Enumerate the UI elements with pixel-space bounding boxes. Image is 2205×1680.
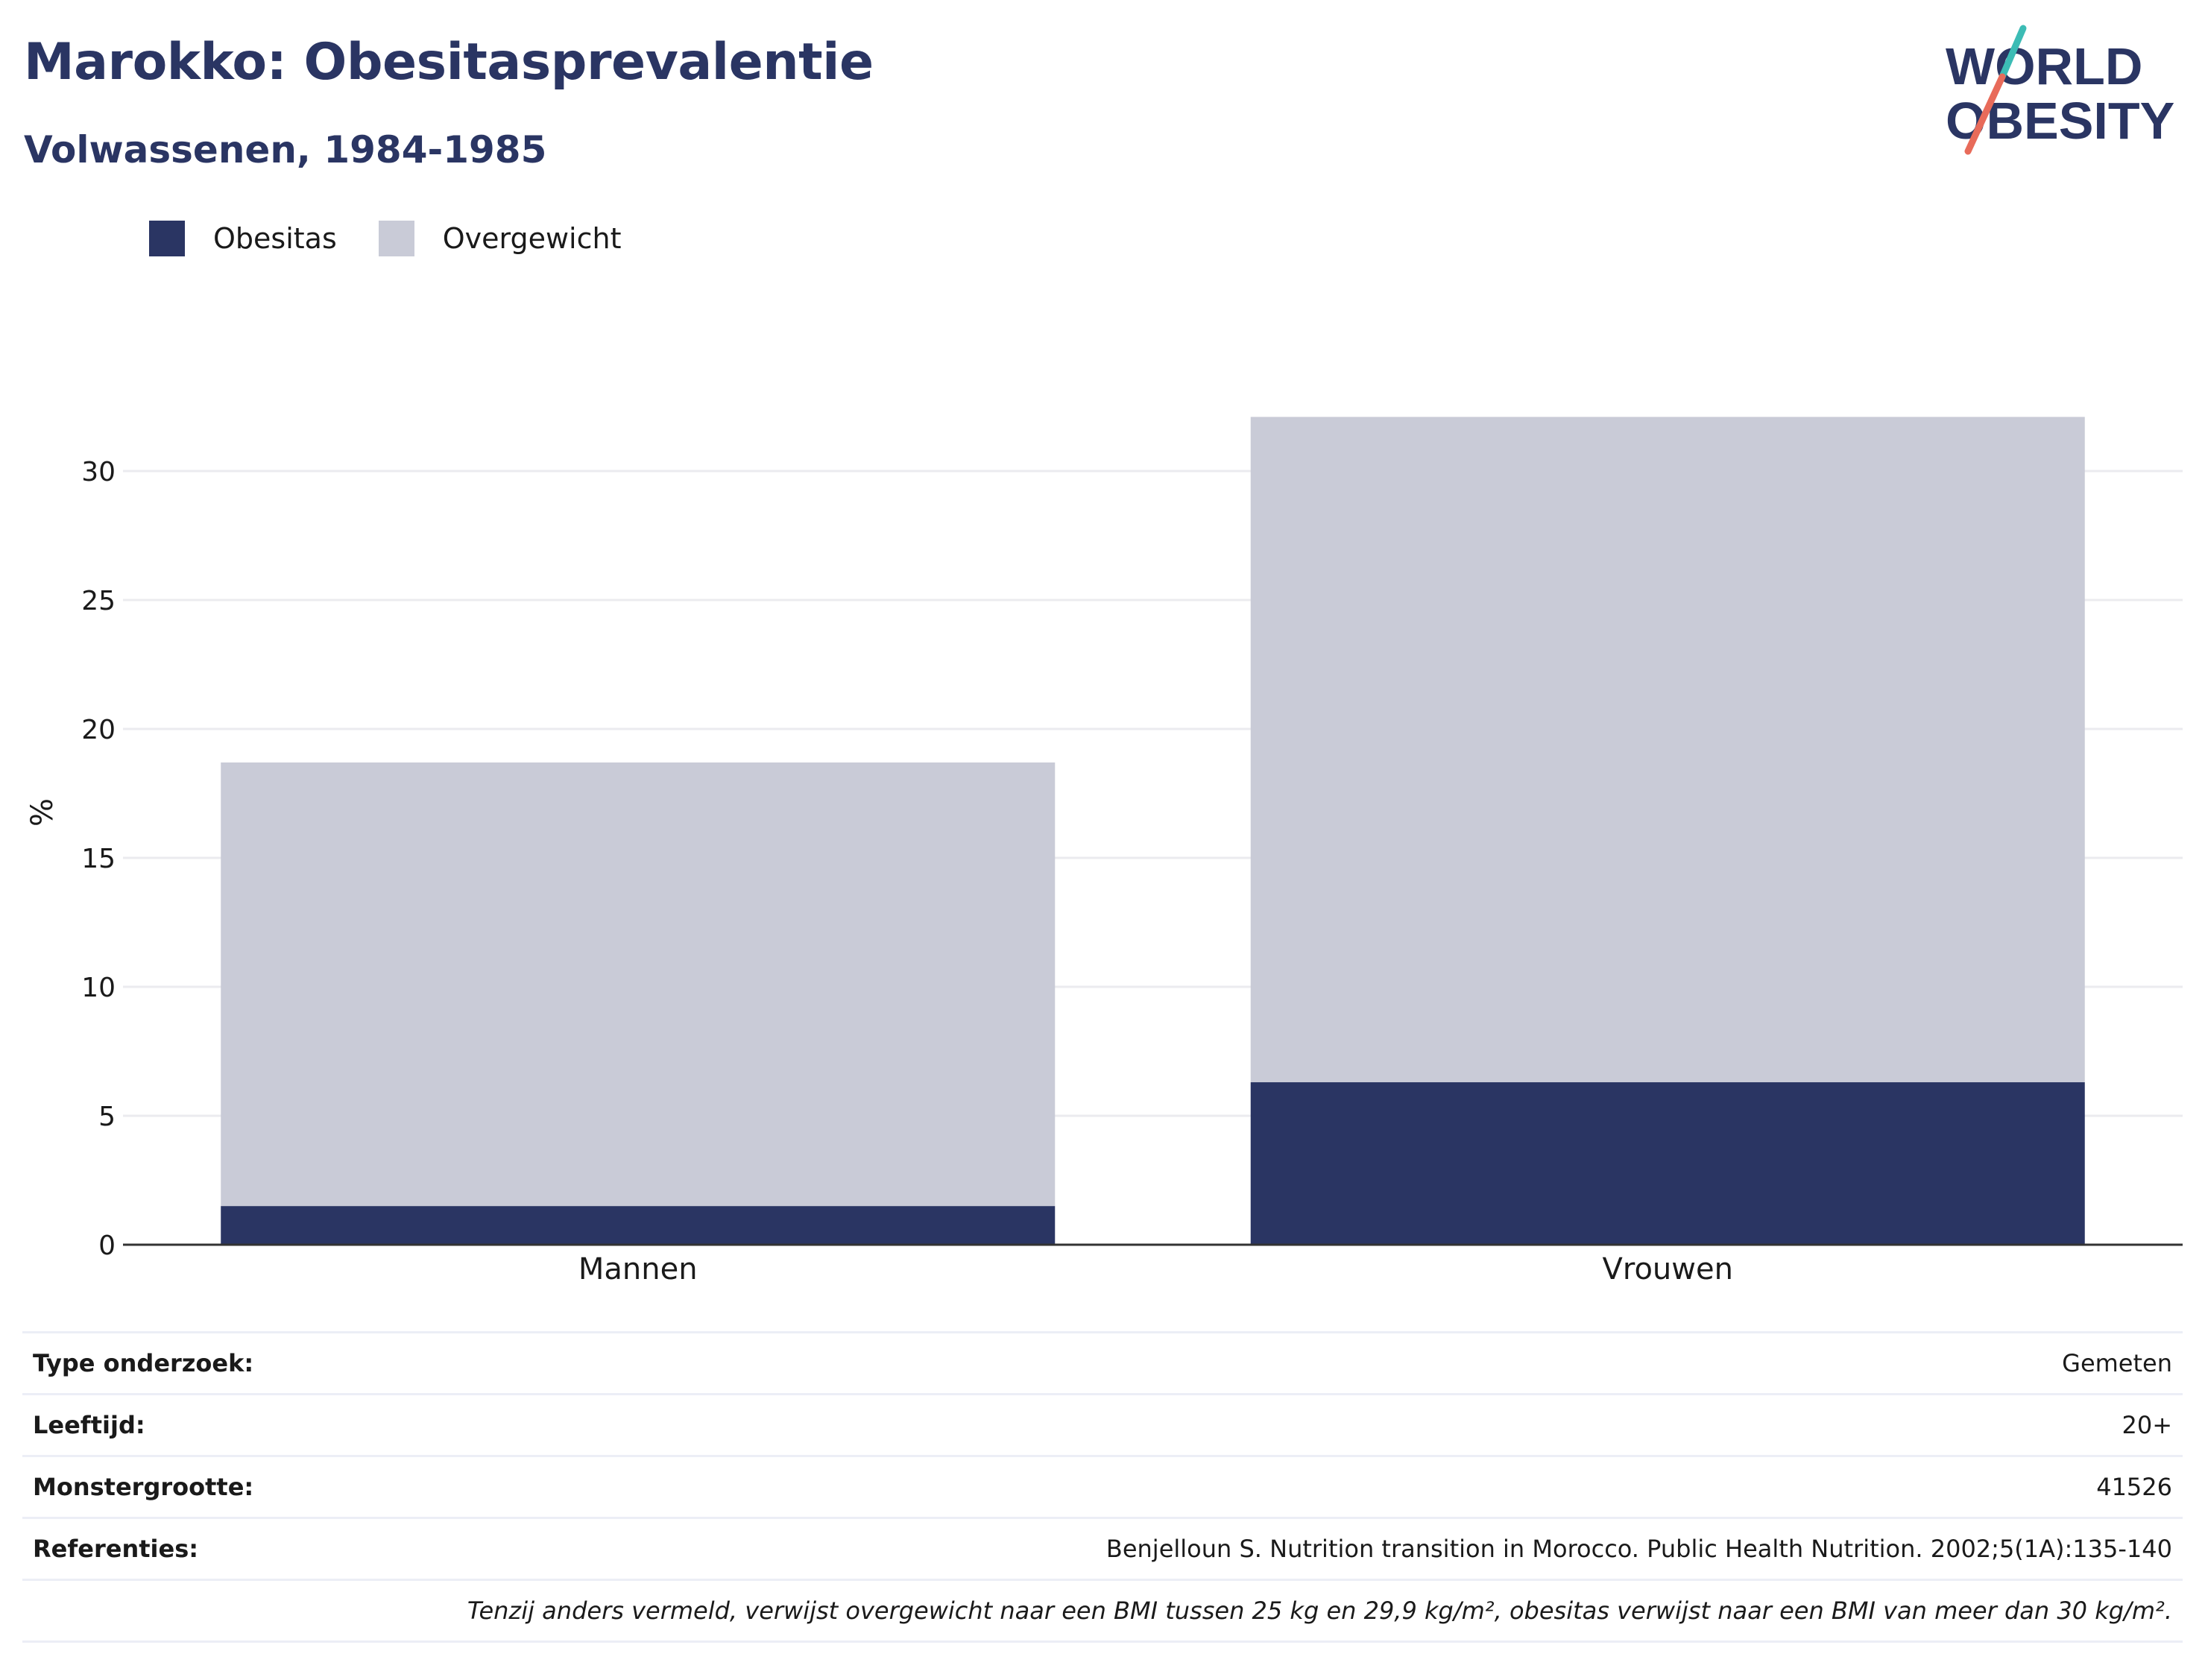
legend-item-overgewicht[interactable]: Overgewicht xyxy=(378,221,622,256)
logo-slash-bottom xyxy=(1964,73,2006,155)
info-row-referenties: Referenties: Benjelloun S. Nutrition tra… xyxy=(22,1517,2183,1580)
bar-obesitas-mannen[interactable] xyxy=(221,1206,1056,1245)
bar-obesitas-vrouwen[interactable] xyxy=(1250,1082,2085,1245)
y-tick-label: 10 xyxy=(81,973,116,1003)
x-category-label: Mannen xyxy=(578,1252,698,1286)
info-value-type-onderzoek: Gemeten xyxy=(415,1331,2183,1395)
y-tick-label: 25 xyxy=(81,586,116,616)
bar-overgewicht-vrouwen[interactable] xyxy=(1250,417,2085,1083)
y-tick-label: 15 xyxy=(81,844,116,874)
y-tick-label: 5 xyxy=(98,1102,116,1132)
y-tick-label: 20 xyxy=(81,715,116,745)
logo-slash-top xyxy=(1999,25,2027,80)
info-row-leeftijd: Leeftijd: 20+ xyxy=(22,1393,2183,1456)
info-row-note: Tenzij anders vermeld, verwijst overgewi… xyxy=(22,1579,2183,1643)
legend-swatch-obesitas xyxy=(149,221,185,256)
legend: Obesitas Overgewicht xyxy=(149,221,663,256)
info-key-leeftijd: Leeftijd: xyxy=(22,1393,416,1456)
info-value-leeftijd: 20+ xyxy=(415,1393,2183,1456)
y-tick-label: 0 xyxy=(98,1231,116,1261)
bmi-definition-note: Tenzij anders vermeld, verwijst overgewi… xyxy=(22,1579,2183,1643)
y-tick-label: 30 xyxy=(81,457,116,487)
info-value-referenties: Benjelloun S. Nutrition transition in Mo… xyxy=(415,1517,2183,1580)
info-row-type-onderzoek: Type onderzoek: Gemeten xyxy=(22,1331,2183,1395)
bars xyxy=(221,417,2085,1245)
info-row-monstergrootte: Monstergrootte: 41526 xyxy=(22,1455,2183,1518)
legend-label-obesitas: Obesitas xyxy=(213,222,337,255)
info-key-referenties: Referenties: xyxy=(22,1517,416,1580)
legend-label-overgewicht: Overgewicht xyxy=(442,222,622,255)
axes: 0 5 10 15 20 25 30 Mannen Vrouwen xyxy=(81,457,2183,1286)
logo-line1: WORLD xyxy=(1946,37,2142,95)
info-key-monstergrootte: Monstergrootte: xyxy=(22,1455,416,1518)
chart-subtitle: Volwassenen, 1984-1985 xyxy=(24,128,547,171)
world-obesity-logo: WORLD OBESITY xyxy=(1946,25,2174,155)
info-table: Type onderzoek: Gemeten Leeftijd: 20+ Mo… xyxy=(22,1331,2183,1643)
bar-overgewicht-mannen[interactable] xyxy=(221,762,1056,1207)
y-axis-title: % xyxy=(25,798,60,827)
legend-item-obesitas[interactable]: Obesitas xyxy=(149,221,337,256)
legend-swatch-overgewicht xyxy=(378,221,414,256)
x-category-label: Vrouwen xyxy=(1603,1252,1733,1286)
info-key-type-onderzoek: Type onderzoek: xyxy=(22,1331,416,1395)
info-value-monstergrootte: 41526 xyxy=(415,1455,2183,1518)
bar-chart: 0 5 10 15 20 25 30 Mannen Vrouwen % xyxy=(25,417,2183,1286)
chart-title: Marokko: Obesitasprevalentie xyxy=(24,33,874,92)
